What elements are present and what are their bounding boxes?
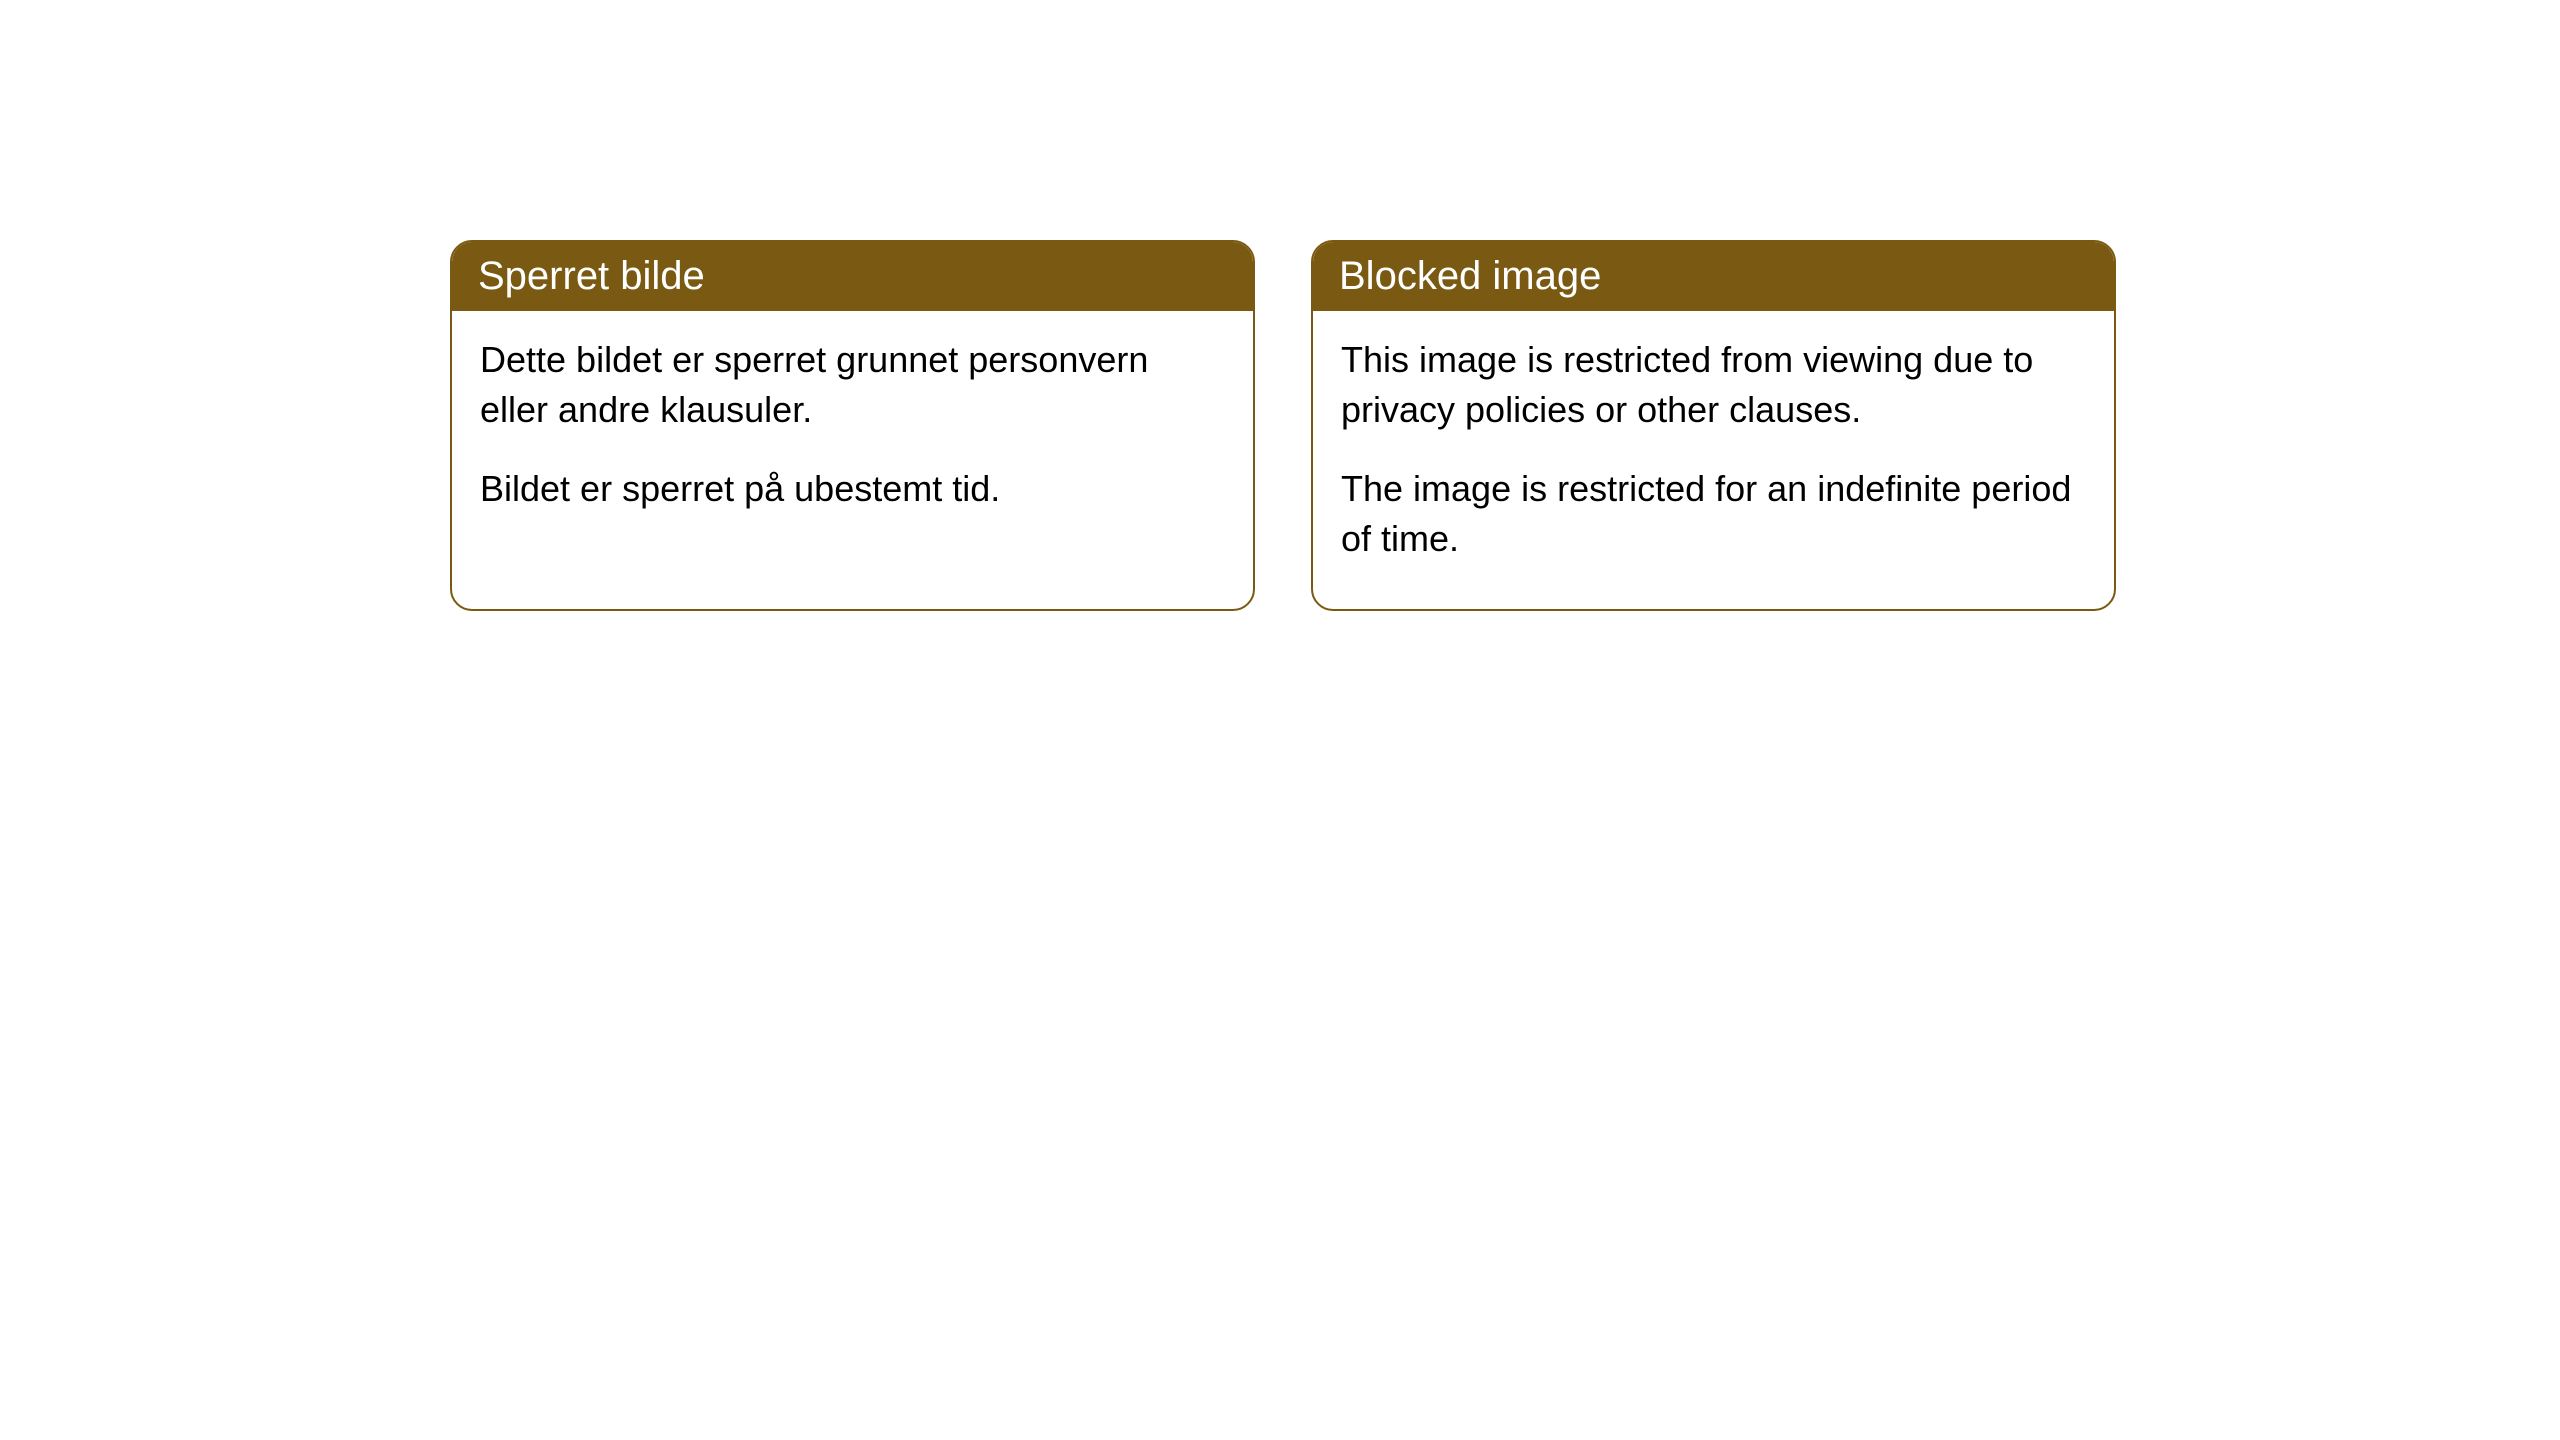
card-paragraph-2: Bildet er sperret på ubestemt tid. <box>480 464 1225 514</box>
card-header-english: Blocked image <box>1313 242 2114 311</box>
card-title: Sperret bilde <box>478 254 705 298</box>
card-paragraph-1: This image is restricted from viewing du… <box>1341 335 2086 436</box>
card-title: Blocked image <box>1339 254 1601 298</box>
blocked-image-card-norwegian: Sperret bilde Dette bildet er sperret gr… <box>450 240 1255 611</box>
notice-cards-container: Sperret bilde Dette bildet er sperret gr… <box>450 240 2116 611</box>
card-body-norwegian: Dette bildet er sperret grunnet personve… <box>452 311 1253 558</box>
card-header-norwegian: Sperret bilde <box>452 242 1253 311</box>
blocked-image-card-english: Blocked image This image is restricted f… <box>1311 240 2116 611</box>
card-body-english: This image is restricted from viewing du… <box>1313 311 2114 609</box>
card-paragraph-2: The image is restricted for an indefinit… <box>1341 464 2086 565</box>
card-paragraph-1: Dette bildet er sperret grunnet personve… <box>480 335 1225 436</box>
